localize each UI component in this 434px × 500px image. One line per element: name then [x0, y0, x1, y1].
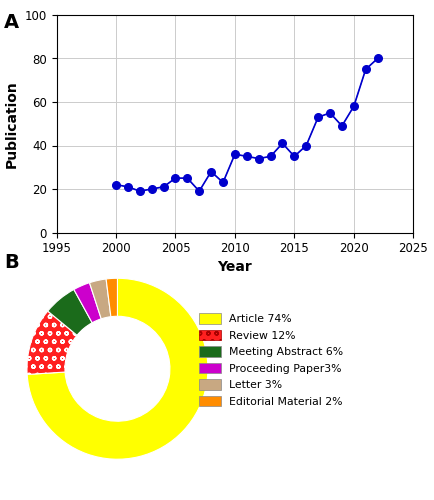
Wedge shape: [89, 279, 111, 319]
Text: A: A: [4, 12, 20, 32]
X-axis label: Year: Year: [217, 260, 252, 274]
Wedge shape: [27, 278, 207, 459]
Wedge shape: [27, 311, 77, 374]
Text: B: B: [4, 252, 19, 272]
Y-axis label: Publication: Publication: [5, 80, 19, 168]
Wedge shape: [74, 282, 101, 323]
Legend: Article 74%, Review 12%, Meeting Abstract 6%, Proceeding Paper3%, Letter 3%, Edi: Article 74%, Review 12%, Meeting Abstrac…: [196, 311, 345, 409]
Wedge shape: [106, 278, 117, 316]
Wedge shape: [48, 290, 92, 336]
